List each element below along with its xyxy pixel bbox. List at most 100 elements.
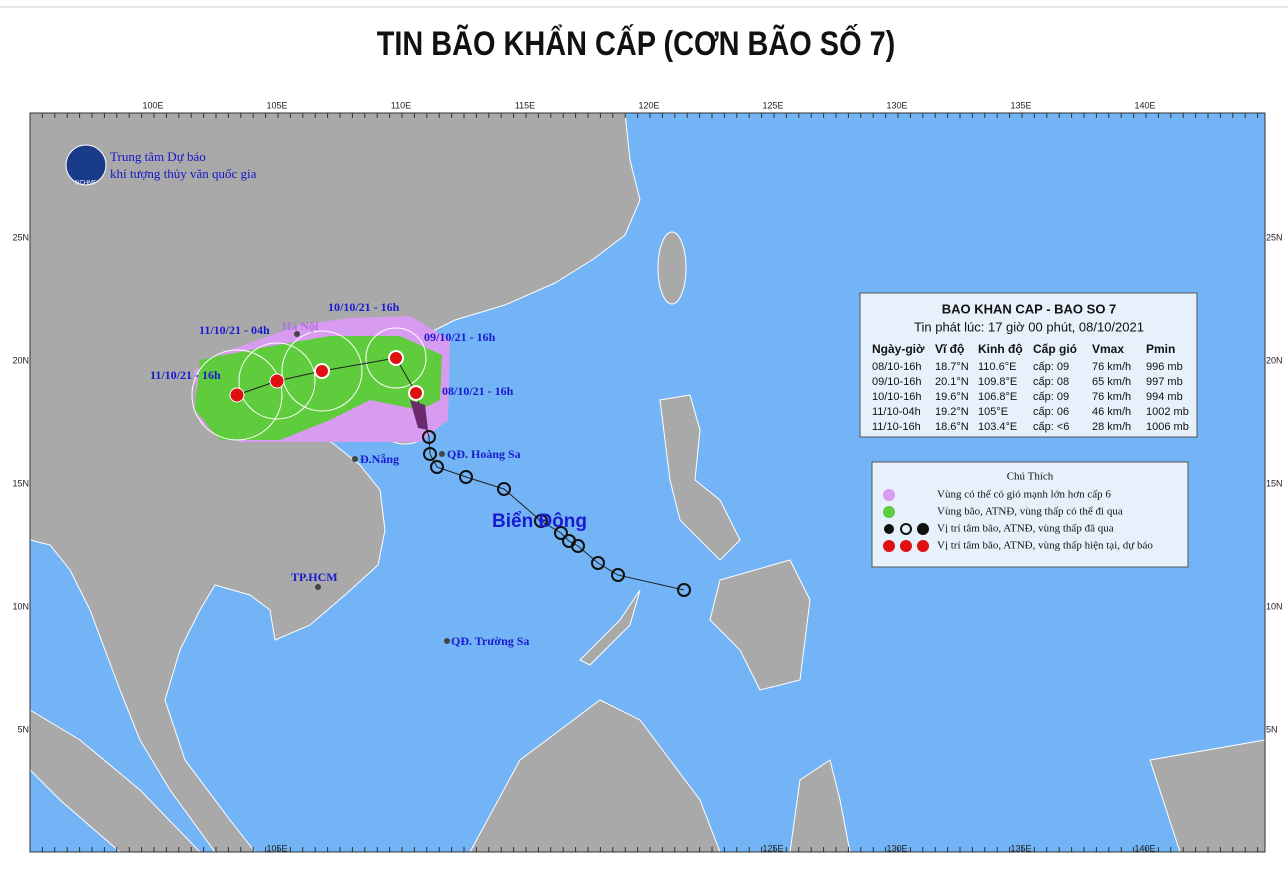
wind-radius xyxy=(238,342,316,420)
past-center xyxy=(534,514,548,528)
top-tick-label: 125E xyxy=(762,100,783,110)
storm-zone xyxy=(195,336,442,440)
right-tick-label: 15N xyxy=(1266,478,1283,488)
place-label: QĐ. Trường Sa xyxy=(451,634,529,648)
place-label: Đ.Nẵng xyxy=(360,452,399,466)
top-tick-label: 140E xyxy=(1134,100,1155,110)
place-dot xyxy=(439,451,445,457)
info-box xyxy=(859,292,1198,438)
left-tick-label: 15N xyxy=(12,478,29,488)
place-dot xyxy=(352,456,358,462)
table-cell: 994 mb xyxy=(1146,391,1183,403)
top-tick-label: 110E xyxy=(391,100,411,110)
legend-item: Vị trí tâm bão, ATNĐ, vùng thấp đã qua xyxy=(937,523,1114,535)
table-cell: cấp: 06 xyxy=(1033,406,1069,418)
table-cell: cấp: 08 xyxy=(1033,376,1069,388)
past-center xyxy=(554,526,568,540)
wind-radius xyxy=(365,327,427,389)
top-tick-label: 135E xyxy=(1010,100,1031,110)
top-tick-label: 130E xyxy=(886,100,907,110)
place-dot xyxy=(294,331,300,337)
past-center xyxy=(430,460,444,474)
left-tick-label: 5N xyxy=(17,724,29,734)
past-track-dots xyxy=(410,400,428,430)
place-label: Biển Đông xyxy=(492,511,587,532)
right-tick-label: 20N xyxy=(1266,355,1283,365)
place-label: Hà Nội xyxy=(282,319,319,333)
legend-item: Vùng bão, ATNĐ, vùng thấp có thể đi qua xyxy=(937,506,1123,518)
table-cell: 18.6°N xyxy=(935,421,969,433)
legend-swatch xyxy=(900,540,912,552)
place-label: 09/10/21 - 16h xyxy=(424,330,496,344)
right-tick-label: 10N xyxy=(1266,601,1283,611)
past-track xyxy=(415,392,685,591)
table-cell: 65 km/h xyxy=(1092,376,1131,388)
left-tick-label: 10N xyxy=(12,601,29,611)
table-cell: 109.8°E xyxy=(978,376,1017,388)
top-tick-label: 115E xyxy=(515,100,535,110)
right-tick-label: 5N xyxy=(1266,724,1278,734)
table-cell: 106.8°E xyxy=(978,391,1017,403)
legend-swatch xyxy=(883,506,895,518)
logo-line: Trung tâm Dự báo xyxy=(110,149,206,164)
title: TIN BÃO KHẨN CẤP (CƠN BÃO SỐ 7) xyxy=(377,24,896,63)
forecast-center xyxy=(269,373,285,389)
table-cell: 20.1°N xyxy=(935,376,969,388)
forecast-center xyxy=(314,363,330,379)
table-cell: 110.6°E xyxy=(978,361,1016,373)
table-header: Vmax xyxy=(1092,342,1124,356)
past-center xyxy=(423,447,437,461)
past-center xyxy=(611,568,625,582)
past-center xyxy=(591,556,605,570)
forecast-center xyxy=(229,387,245,403)
bottom-tick-label: 105E xyxy=(266,843,287,853)
place-label: 10/10/21 - 16h xyxy=(328,300,400,314)
table-cell: 103.4°E xyxy=(978,421,1017,433)
map-frame xyxy=(29,112,1266,853)
top-tick-label: 120E xyxy=(638,100,659,110)
land xyxy=(659,394,741,561)
table-cell: 46 km/h xyxy=(1092,406,1131,418)
table-cell: cấp: 09 xyxy=(1033,361,1069,373)
bottom-tick-label: 140E xyxy=(1134,843,1155,853)
bottom-tick-label: 135E xyxy=(1010,843,1031,853)
forecast-center xyxy=(388,350,404,366)
place-label: 11/10/21 - 04h xyxy=(199,323,270,337)
table-header: Ngày-giờ xyxy=(872,342,925,356)
left-tick-label: 20N xyxy=(12,355,29,365)
table-cell: 1006 mb xyxy=(1146,421,1189,433)
table-cell: 105°E xyxy=(978,406,1008,418)
bottom-tick-label: 125E xyxy=(762,843,783,853)
land xyxy=(29,112,641,853)
info-issued: Tin phát lúc: 17 giờ 00 phút, 08/10/2021 xyxy=(914,319,1144,334)
legend-swatch xyxy=(900,523,912,535)
table-cell: 11/10-04h xyxy=(872,406,921,418)
forecast-center xyxy=(408,385,424,401)
table-header: Vĩ độ xyxy=(935,342,964,356)
table-cell: 1002 mb xyxy=(1146,406,1189,418)
table-cell: 11/10-16h xyxy=(872,421,921,433)
table-header: Cấp gió xyxy=(1033,342,1077,356)
past-center xyxy=(422,430,436,444)
past-center xyxy=(497,482,511,496)
wind-radius xyxy=(191,349,283,441)
table-cell: 996 mb xyxy=(1146,361,1183,373)
table-cell: cấp: <6 xyxy=(1033,421,1069,433)
legend-swatch xyxy=(884,524,894,534)
table-cell: 997 mb xyxy=(1146,376,1183,388)
table-cell: 08/10-16h xyxy=(872,361,922,373)
legend-title: Chú Thích xyxy=(1007,471,1054,483)
legend-item: Vùng có thể có gió mạnh lớn hơn cấp 6 xyxy=(937,489,1111,501)
top-tick-label: 100E xyxy=(142,100,163,110)
top-tick-label: 105E xyxy=(266,100,287,110)
legend-swatch xyxy=(917,523,929,535)
place-label: TP.HCM xyxy=(291,570,338,584)
table-cell: 18.7°N xyxy=(935,361,969,373)
table-cell: 19.2°N xyxy=(935,406,969,418)
place-label: 11/10/21 - 16h xyxy=(150,368,221,382)
table-cell: 76 km/h xyxy=(1092,361,1131,373)
land xyxy=(709,559,811,691)
past-center xyxy=(459,470,473,484)
